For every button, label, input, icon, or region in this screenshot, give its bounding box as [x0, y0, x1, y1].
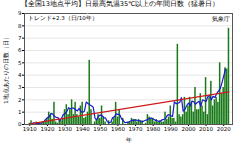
svg-text:1: 1 [18, 109, 22, 115]
svg-text:2: 2 [18, 97, 22, 103]
svg-text:4: 4 [18, 72, 22, 78]
svg-text:6: 6 [18, 47, 22, 53]
svg-text:3: 3 [18, 84, 22, 90]
svg-text:5: 5 [18, 60, 22, 66]
svg-text:1地点あたりの日数（日）: 1地点あたりの日数（日） [3, 34, 10, 104]
svg-text:1980: 1980 [146, 126, 160, 132]
svg-text:1930: 1930 [58, 126, 72, 132]
svg-text:1910: 1910 [23, 126, 37, 132]
svg-text:1950: 1950 [93, 126, 107, 132]
svg-text:トレンド+2.3（日/10年）: トレンド+2.3（日/10年） [28, 15, 98, 22]
svg-text:1990: 1990 [164, 126, 178, 132]
svg-text:2020: 2020 [217, 126, 231, 132]
svg-text:年: 年 [126, 137, 132, 143]
svg-text:2000: 2000 [181, 126, 195, 132]
svg-text:0: 0 [18, 121, 22, 127]
svg-text:1920: 1920 [40, 126, 54, 132]
svg-text:9: 9 [18, 10, 22, 16]
svg-text:1970: 1970 [129, 126, 143, 132]
svg-text:1960: 1960 [111, 126, 125, 132]
svg-text:8: 8 [18, 23, 22, 29]
svg-text:2010: 2010 [199, 126, 213, 132]
html-text:【全国13地点平均】日最高気温35℃以上の年間日数（猛暑日）: 【全国13地点平均】日最高気温35℃以上の年間日数（猛暑日） [20, 0, 220, 8]
svg-text:7: 7 [18, 35, 22, 41]
svg-text:気象庁: 気象庁 [212, 15, 230, 22]
svg-text:1940: 1940 [76, 126, 90, 132]
